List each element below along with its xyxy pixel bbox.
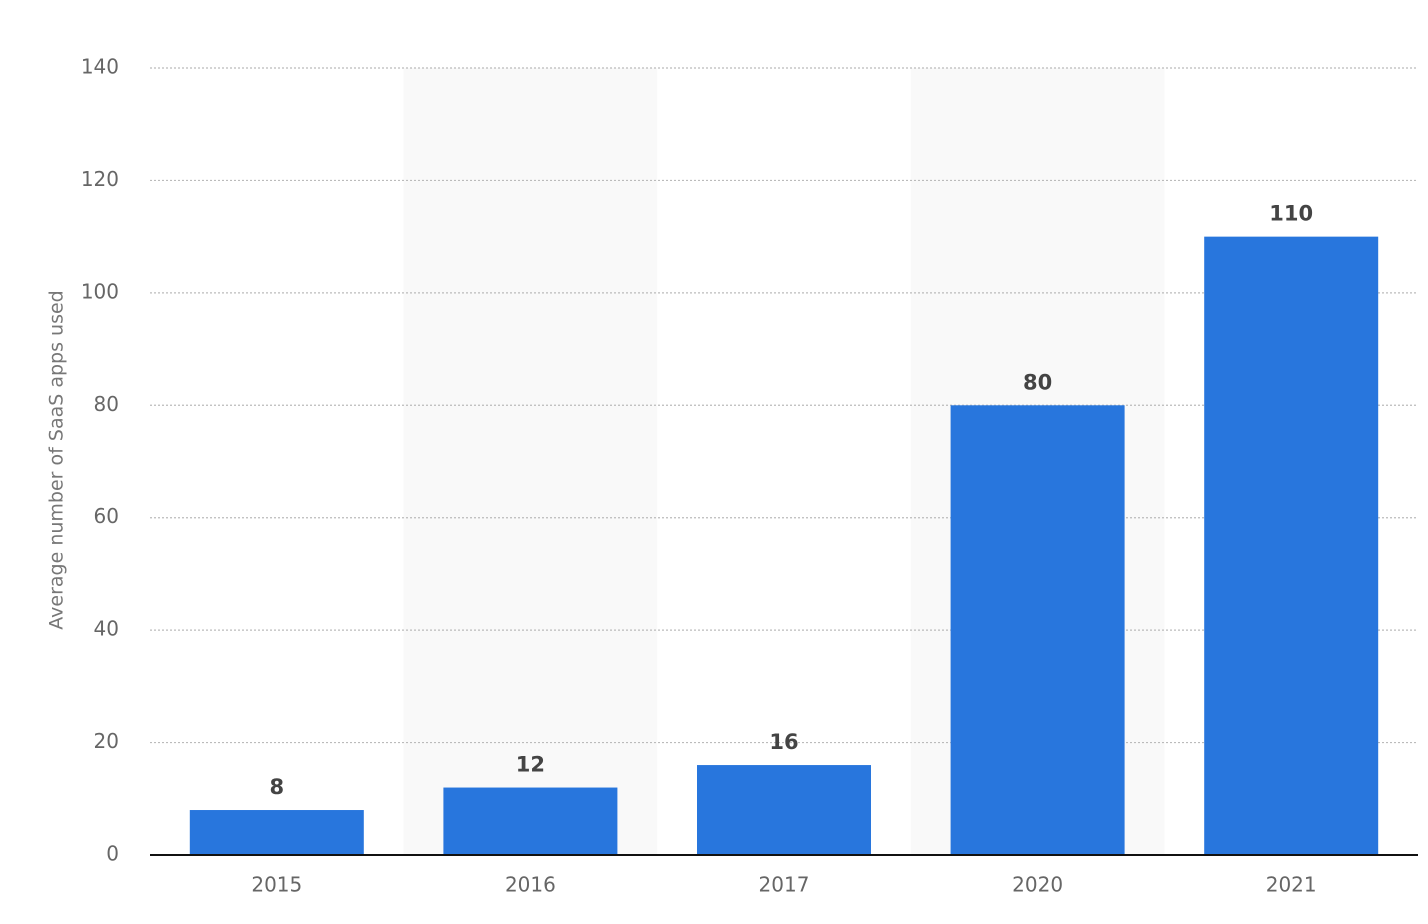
y-tick-label: 120	[81, 167, 119, 191]
x-tick-label: 2021	[1266, 873, 1317, 897]
column-band	[403, 68, 658, 855]
value-label: 8	[269, 775, 284, 799]
x-tick-label: 2020	[1012, 873, 1063, 897]
x-tick-label: 2017	[759, 873, 810, 897]
value-label: 16	[769, 730, 798, 754]
y-tick-label: 60	[94, 504, 119, 528]
y-tick-label: 140	[81, 55, 119, 79]
value-label: 110	[1269, 202, 1313, 226]
bar	[697, 765, 871, 855]
value-label: 80	[1023, 370, 1052, 394]
bar	[1204, 236, 1379, 856]
bar	[443, 787, 618, 855]
bar	[189, 810, 364, 855]
x-tick-label: 2016	[505, 873, 556, 897]
x-tick-label: 2015	[251, 873, 302, 897]
y-tick-label: 100	[81, 279, 119, 303]
y-tick-label: 20	[94, 729, 119, 753]
value-label: 12	[516, 753, 545, 777]
y-tick-label: 80	[94, 392, 119, 416]
y-tick-label: 40	[94, 617, 119, 641]
y-tick-label: 0	[106, 842, 119, 866]
bar	[950, 405, 1125, 855]
y-axis-label: Average number of SaaS apps used	[46, 290, 68, 629]
